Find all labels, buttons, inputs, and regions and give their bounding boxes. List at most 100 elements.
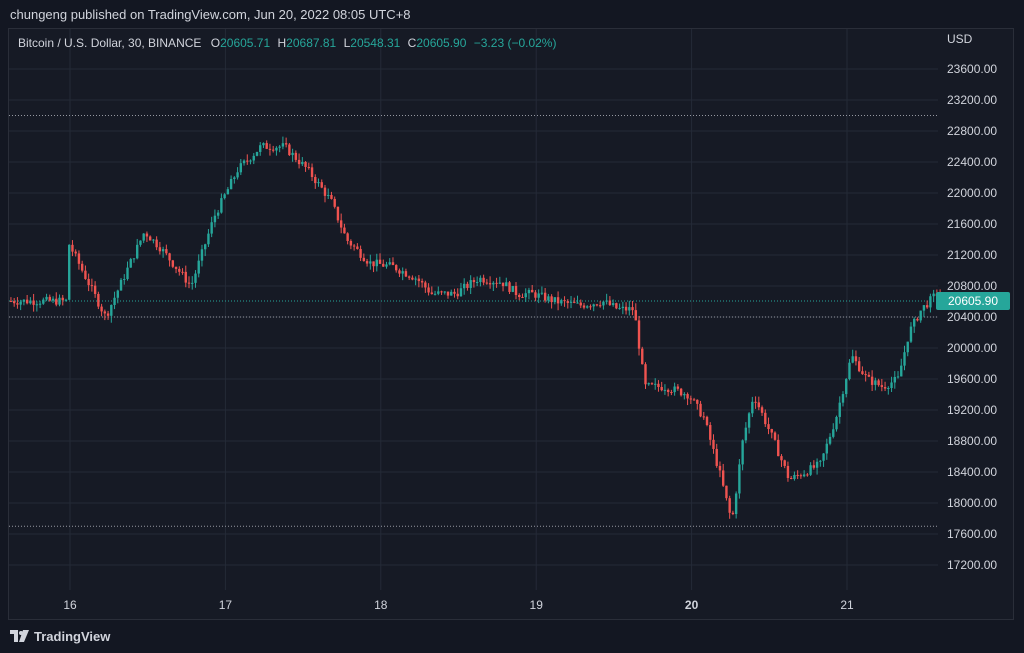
candle-body — [203, 244, 207, 250]
candle-body — [22, 299, 26, 302]
candle-body — [628, 307, 631, 311]
candle-body — [631, 307, 634, 311]
candle-body — [598, 305, 602, 307]
candle-body — [518, 295, 521, 297]
candle-body — [605, 300, 608, 302]
candle-body — [738, 464, 741, 494]
candle-body — [259, 145, 262, 152]
candle-body — [262, 143, 265, 146]
candle-body — [148, 236, 152, 241]
candle-body — [437, 291, 440, 294]
candle-body — [385, 264, 388, 267]
candle-body — [530, 289, 534, 293]
candle-body — [145, 233, 149, 237]
y-tick-label: 17600.00 — [947, 527, 997, 541]
candle-body — [777, 439, 780, 457]
candle-body — [93, 285, 97, 294]
candle-body — [119, 279, 123, 291]
candle-body — [126, 267, 129, 280]
candle-body — [569, 301, 573, 303]
candle-body — [624, 306, 628, 311]
candle-body — [537, 293, 540, 298]
candle-body — [527, 289, 531, 294]
candle-body — [317, 182, 320, 184]
y-tick-label: 20800.00 — [947, 279, 997, 293]
candle-body — [586, 306, 589, 308]
candle-body — [35, 304, 39, 306]
candle-body — [796, 474, 799, 476]
candle-body — [534, 292, 537, 298]
candle-body — [466, 283, 469, 288]
candle-body — [789, 477, 793, 479]
candle-body — [806, 474, 809, 476]
candle-body — [880, 385, 884, 387]
candle-body — [139, 240, 142, 245]
candle-body — [822, 453, 825, 461]
candle-body — [828, 436, 832, 444]
candle-body — [874, 380, 877, 385]
open-label: O — [210, 36, 221, 50]
candle-body — [450, 291, 453, 296]
candle-body — [589, 306, 592, 308]
candle-body — [291, 152, 294, 156]
candle-body — [61, 297, 64, 301]
open-value: 20605.71 — [220, 36, 271, 50]
candle-body — [158, 247, 162, 252]
candle-body — [58, 297, 61, 305]
last-price-badge — [936, 292, 1010, 311]
candle-body — [32, 300, 35, 305]
candle-body — [767, 424, 770, 430]
candle-body — [152, 239, 155, 241]
candle-body — [592, 304, 595, 307]
candle-body — [615, 303, 618, 309]
candle-body — [456, 293, 459, 297]
y-tick-label: 20400.00 — [947, 310, 997, 324]
candle-body — [916, 318, 919, 321]
candle-body — [459, 288, 463, 297]
candle-body — [359, 248, 362, 258]
publish-header: chungeng published on TradingView.com, J… — [0, 0, 1024, 28]
tradingview-logo[interactable]: TradingView — [10, 627, 110, 645]
candle-body — [922, 305, 926, 311]
chart-pane[interactable] — [8, 28, 1014, 620]
candle-body — [64, 299, 68, 301]
candle-body — [683, 394, 686, 396]
x-tick-label: 18 — [374, 598, 388, 612]
candle-body — [314, 177, 317, 184]
candle-body — [929, 296, 932, 308]
candle-body — [751, 401, 754, 414]
candle-body — [197, 260, 200, 274]
candle-body — [68, 244, 71, 300]
y-tick-label: 23600.00 — [947, 62, 997, 76]
candle-body — [339, 220, 343, 228]
y-tick-label: 18000.00 — [947, 496, 997, 510]
candle-body — [356, 246, 359, 249]
candle-body — [900, 365, 903, 377]
candle-body — [488, 283, 492, 285]
candle-body — [161, 249, 165, 252]
candle-body — [268, 148, 272, 150]
candle-body — [184, 271, 187, 283]
candle-body — [404, 271, 408, 277]
candle-body — [543, 292, 547, 301]
x-tick-label: 17 — [219, 598, 233, 612]
candle-body — [255, 151, 259, 156]
candle-body — [453, 291, 456, 294]
tradingview-logo-icon — [10, 630, 29, 642]
candle-body — [365, 261, 369, 264]
candle-body — [106, 313, 110, 316]
y-tick-label: 23200.00 — [947, 93, 997, 107]
candle-body — [637, 320, 641, 349]
candle-body — [136, 244, 139, 259]
candle-body — [919, 310, 922, 321]
candle-body — [294, 152, 298, 160]
candle-body — [411, 277, 414, 280]
candle-body — [48, 296, 51, 301]
candle-body — [343, 227, 346, 234]
candle-body — [284, 143, 288, 145]
candle-body — [556, 297, 560, 304]
candle-body — [566, 301, 569, 303]
candle-body — [482, 277, 485, 283]
candle-body — [233, 177, 236, 180]
